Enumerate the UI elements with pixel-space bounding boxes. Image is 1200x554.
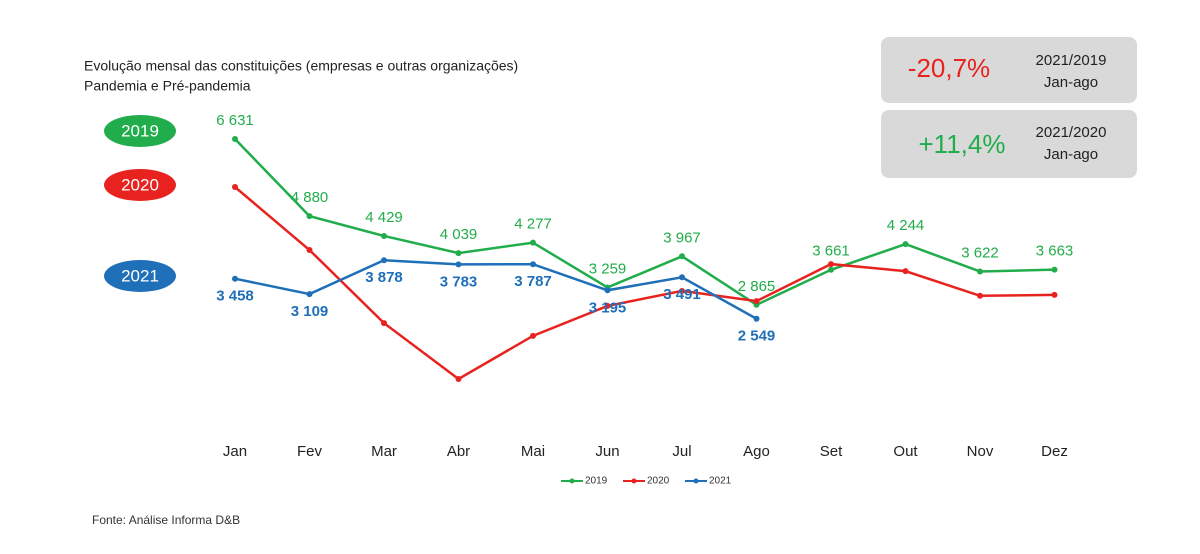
x-tick-label: Fev: [297, 443, 323, 460]
point: [306, 246, 313, 253]
summary-box: [881, 110, 1137, 178]
point: [381, 320, 387, 327]
point: [232, 275, 238, 282]
series-badge: [104, 115, 176, 147]
legend-dot: [569, 478, 575, 484]
summary-range: Jan-ago: [1044, 74, 1098, 91]
series-line: [234, 138, 1055, 307]
data-label: 4 244: [887, 217, 925, 234]
chart-subtitle: Pandemia e Pré-pandemia: [84, 78, 251, 94]
chart-title: Evolução mensal das constituições (empre…: [84, 58, 518, 74]
summary-box: [881, 37, 1137, 103]
data-label: 2 865: [738, 278, 776, 295]
data-label: 3 783: [440, 273, 478, 290]
data-label: 3 458: [216, 288, 254, 305]
x-tick-label: Jul: [672, 443, 691, 460]
point: [232, 184, 238, 191]
data-label: 4 880: [291, 189, 329, 206]
point: [753, 315, 760, 322]
point: [977, 292, 983, 299]
source: Fonte: Análise Informa D&B: [92, 513, 240, 527]
point: [381, 232, 387, 239]
legend-label: 2019: [585, 476, 608, 487]
series-line: [234, 186, 1055, 381]
point: [455, 250, 462, 257]
point: [679, 253, 685, 260]
point: [828, 261, 834, 268]
point: [604, 287, 611, 294]
point: [1051, 266, 1058, 273]
data-label: 2 549: [738, 328, 776, 345]
series-line: [234, 258, 758, 320]
point: [455, 261, 462, 268]
point: [902, 241, 909, 248]
x-tick-label: Set: [820, 443, 843, 460]
data-label: 3 195: [589, 299, 627, 316]
point: [902, 268, 909, 275]
x-tick-label: Nov: [967, 443, 994, 460]
legend-dot: [631, 478, 637, 484]
series-badge-label: 2021: [121, 266, 159, 285]
series-badge: [104, 260, 176, 292]
point: [381, 257, 387, 264]
x-tick-label: Mai: [521, 443, 545, 460]
x-tick-label: Jun: [595, 443, 619, 460]
data-label: 4 039: [440, 226, 478, 243]
summary-period: 2021/2019: [1036, 52, 1107, 69]
data-label: 3 878: [365, 269, 403, 286]
x-tick-label: Ago: [743, 443, 770, 460]
data-label: 3 663: [1036, 243, 1074, 260]
series-badge-label: 2020: [121, 175, 159, 194]
data-label: 6 631: [216, 112, 254, 129]
legend-dot: [693, 478, 699, 484]
point: [604, 302, 611, 309]
point: [679, 287, 685, 294]
x-tick-label: Dez: [1041, 443, 1068, 460]
legend-label: 2020: [647, 476, 670, 487]
data-label: 3 787: [514, 273, 552, 290]
data-label: 3 259: [589, 260, 627, 277]
x-tick-label: Out: [893, 443, 918, 460]
summary-range: Jan-ago: [1044, 146, 1098, 163]
data-label: 3 491: [663, 286, 701, 303]
series-badge: [104, 169, 176, 201]
point: [455, 376, 462, 382]
summary-value: -20,7%: [908, 53, 990, 83]
data-label: 4 429: [365, 209, 403, 226]
data-label: 3 967: [663, 229, 701, 246]
point: [679, 274, 685, 281]
summary-value: +11,4%: [919, 129, 1006, 159]
point: [306, 213, 313, 220]
point: [1051, 291, 1058, 298]
point: [306, 291, 313, 298]
point: [828, 266, 834, 273]
data-label: 3 109: [291, 303, 329, 320]
point: [232, 136, 238, 142]
series-badge-label: 2019: [121, 121, 159, 140]
data-label: 3 661: [812, 243, 850, 260]
point: [530, 239, 536, 246]
point: [753, 298, 760, 305]
data-label: 3 622: [961, 244, 999, 261]
summary-period: 2021/2020: [1036, 124, 1107, 141]
x-tick-label: Mar: [371, 443, 397, 460]
data-label: 4 277: [514, 216, 552, 233]
point: [977, 268, 983, 275]
point: [530, 261, 536, 268]
x-tick-label: Abr: [447, 443, 470, 460]
legend-label: 2021: [709, 476, 732, 487]
point: [530, 332, 536, 339]
x-tick-label: Jan: [223, 443, 247, 460]
